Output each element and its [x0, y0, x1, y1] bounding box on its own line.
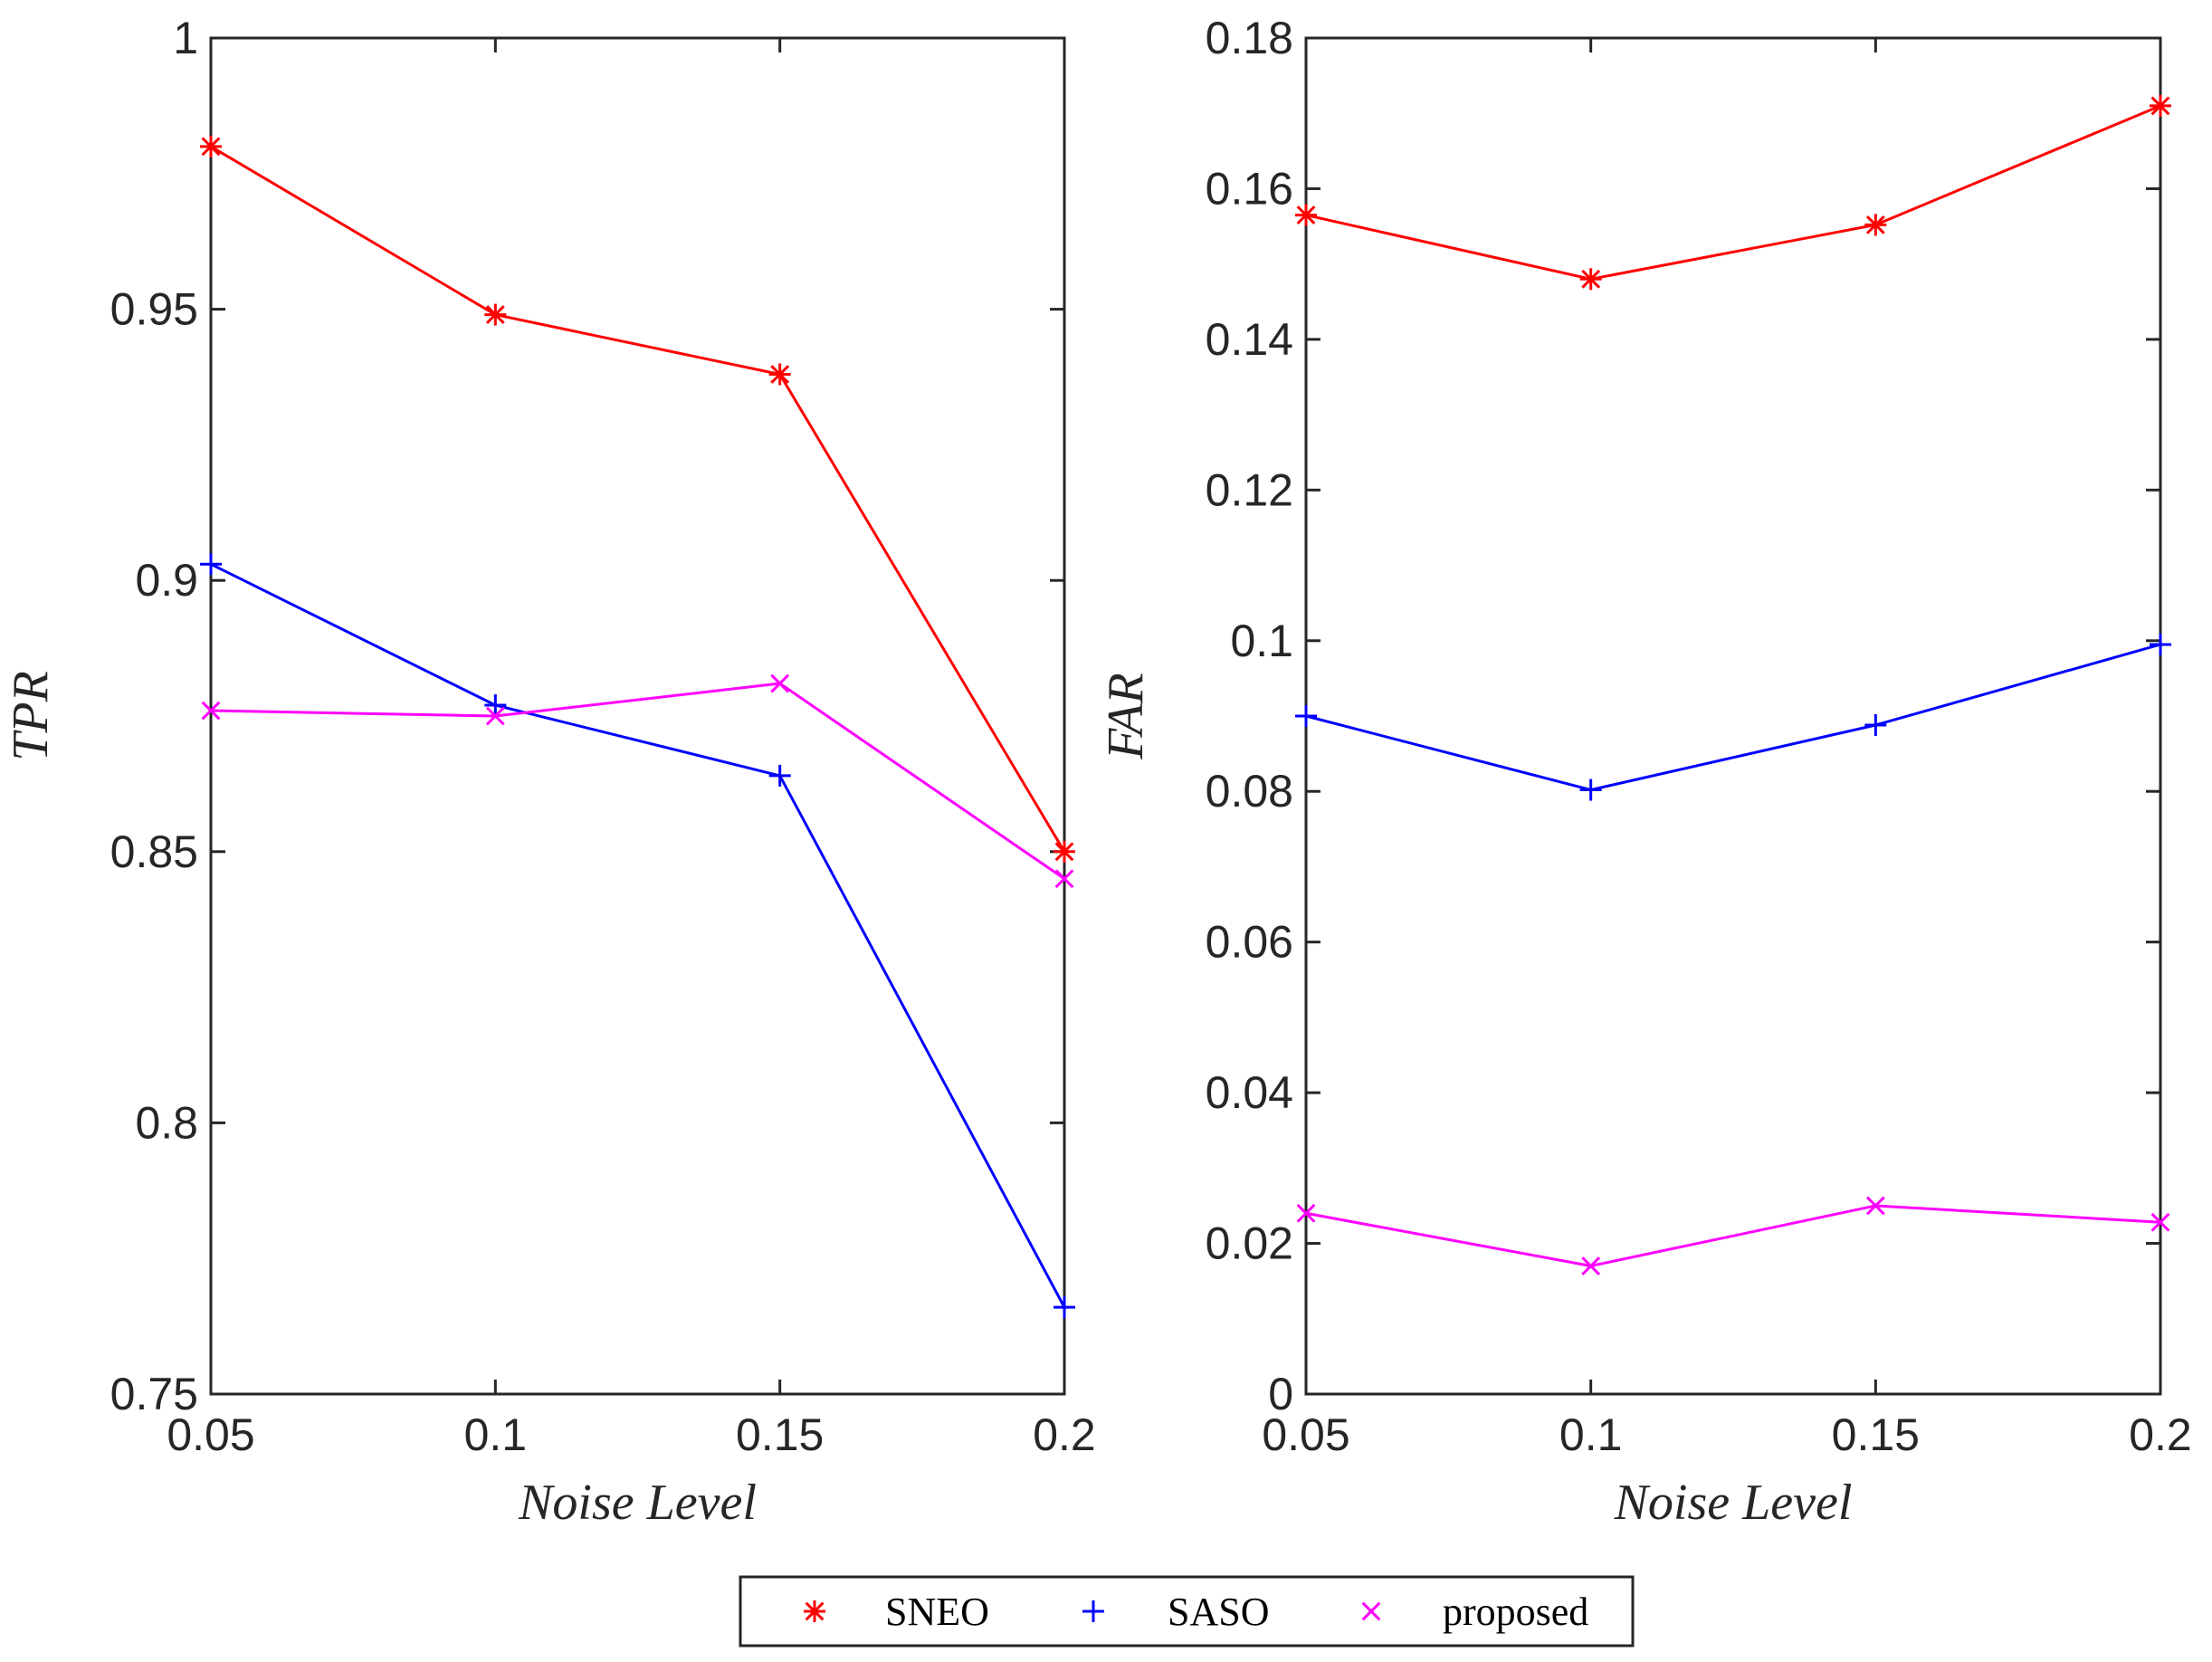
legend-proposed-marker: [1361, 1601, 1381, 1621]
far-proposed-point: [1581, 1256, 1601, 1275]
tpr-axes-frame: [209, 36, 1066, 1396]
far-ytick-label: 0.12: [1206, 464, 1293, 515]
tpr-saso-point: [768, 764, 791, 787]
far-xtick-label: 0.15: [1832, 1409, 1920, 1460]
far-ytick-label: 0.1: [1230, 616, 1293, 666]
far-ytick-label: 0: [1268, 1369, 1293, 1419]
tpr-sneo-point: [1054, 840, 1075, 863]
tpr-saso-point: [484, 694, 507, 717]
legend-box: [739, 1575, 1635, 1648]
far-proposed-point: [1865, 1196, 1885, 1216]
tpr-ytick-label: 0.95: [110, 284, 198, 335]
tpr-proposed-point: [1054, 869, 1074, 889]
far-ytick-label: 0.14: [1206, 314, 1293, 365]
legend: SNEO SASO proposed: [739, 1575, 1635, 1648]
tpr-saso-point: [1054, 1296, 1075, 1319]
far-saso-line: [1305, 643, 2161, 792]
tpr-ytick-label: 0.75: [110, 1369, 198, 1419]
far-xaxis-title: Noise Level: [1614, 1475, 1853, 1531]
far-sneo-point: [1579, 268, 1602, 291]
far-sneo-line: [1305, 104, 2161, 281]
legend-sneo-marker: [804, 1600, 825, 1622]
tpr-saso-line: [210, 562, 1066, 1308]
far-sneo-point: [1295, 204, 1317, 226]
tpr-sneo-point: [484, 303, 507, 326]
tpr-proposed-line: [210, 682, 1065, 880]
far-ytick-label: 0.08: [1206, 766, 1293, 817]
legend-proposed-label: proposed: [1443, 1590, 1588, 1634]
far-proposed-point: [1296, 1203, 1316, 1223]
tpr-ytick-label: 0.9: [135, 555, 198, 606]
far-xtick-label: 0.05: [1262, 1409, 1349, 1460]
far-ytick-label: 0.04: [1206, 1067, 1293, 1118]
tpr-proposed-point: [770, 673, 790, 693]
tpr-saso-point: [200, 553, 222, 576]
legend-sneo-label: SNEO: [885, 1590, 989, 1634]
far-sneo-point: [1864, 214, 1887, 236]
far-chart: 0 0.02 0.04 0.06 0.08 0.1 0.12 0.14 0.16 0.18 0.05…: [1098, 13, 2192, 1531]
far-proposed-line: [1305, 1204, 2161, 1268]
far-saso-point: [1579, 778, 1602, 801]
far-saso-point: [1864, 713, 1887, 736]
far-ytick-label: 0.02: [1206, 1218, 1293, 1269]
tpr-sneo-line: [210, 145, 1066, 853]
tpr-xaxis-title: Noise Level: [518, 1475, 757, 1531]
tpr-xtick-label: 0.15: [736, 1409, 824, 1460]
tpr-ytick-label: 1: [173, 13, 198, 63]
far-saso-point: [2150, 633, 2171, 655]
tpr-sneo-point: [768, 363, 791, 386]
tpr-ytick-label: 0.85: [110, 826, 198, 877]
tpr-proposed-point: [485, 706, 505, 726]
tpr-xtick-label: 0.1: [464, 1409, 528, 1460]
far-proposed-point: [2150, 1212, 2170, 1232]
legend-saso-label: SASO: [1168, 1590, 1270, 1634]
far-xtick-label: 0.2: [2129, 1409, 2192, 1460]
far-yaxis-title: FAR: [1098, 673, 1154, 759]
far-ytick-label: 0.06: [1206, 917, 1293, 968]
tpr-proposed-point: [201, 701, 221, 721]
tpr-xtick-label: 0.2: [1033, 1409, 1096, 1460]
tpr-yaxis-title: TPR: [3, 671, 59, 761]
legend-saso-marker: [1082, 1600, 1104, 1622]
tpr-xtick-label: 0.05: [167, 1409, 254, 1460]
far-ytick-label: 0.18: [1206, 13, 1293, 63]
tpr-ytick-label: 0.8: [135, 1097, 198, 1148]
far-xtick-label: 0.1: [1559, 1409, 1623, 1460]
tpr-sneo-point: [200, 135, 222, 158]
far-saso-point: [1295, 705, 1317, 727]
tpr-chart: 0.75 0.8 0.85 0.9 0.95 1 0.05 0.1 0.15 0.2 Noise L…: [3, 13, 1096, 1531]
far-ytick-label: 0.16: [1206, 163, 1293, 214]
far-sneo-point: [2150, 94, 2171, 117]
